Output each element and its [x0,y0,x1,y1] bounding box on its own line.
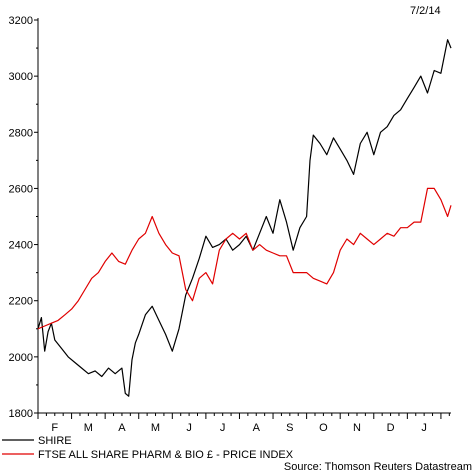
y-tick-label: 2400 [9,240,33,252]
y-tick-label: 2600 [9,183,33,195]
y-tick-label: 2000 [9,352,33,364]
x-tick-label: S [286,422,293,434]
date-label: 7/2/14 [410,5,441,17]
legend: SHIRE FTSE ALL SHARE PHARM & BIO £ - PRI… [2,435,294,461]
series-layer [37,39,452,397]
y-tick-label: 3000 [9,71,33,83]
x-tick-label: M [84,422,93,434]
series-line-ftse [37,187,452,330]
y-tick-label: 1800 [9,408,33,420]
x-tick-label: M [151,422,160,434]
series-line-shire [37,39,452,397]
x-tick-label: D [387,422,395,434]
y-tick-label: 2200 [9,296,33,308]
y-tick-label: 2800 [9,127,33,139]
x-tick-label: A [118,422,126,434]
x-tick-label: J [186,422,192,434]
x-tick-label: N [353,422,361,434]
legend-label-ftse: FTSE ALL SHARE PHARM & BIO £ - PRICE IND… [38,449,294,461]
x-tick-label: A [253,422,261,434]
x-tick-label: F [51,422,58,434]
x-tick-label: O [319,422,328,434]
legend-label-shire: SHIRE [38,435,72,447]
source-label: Source: Thomson Reuters Datastream [284,461,472,473]
x-tick-label: J [220,422,226,434]
x-tick-label: J [421,422,427,434]
y-tick-label: 3200 [9,15,33,27]
y-axis: 1800 2000 2200 2400 2600 2800 3000 3200 [9,15,39,420]
